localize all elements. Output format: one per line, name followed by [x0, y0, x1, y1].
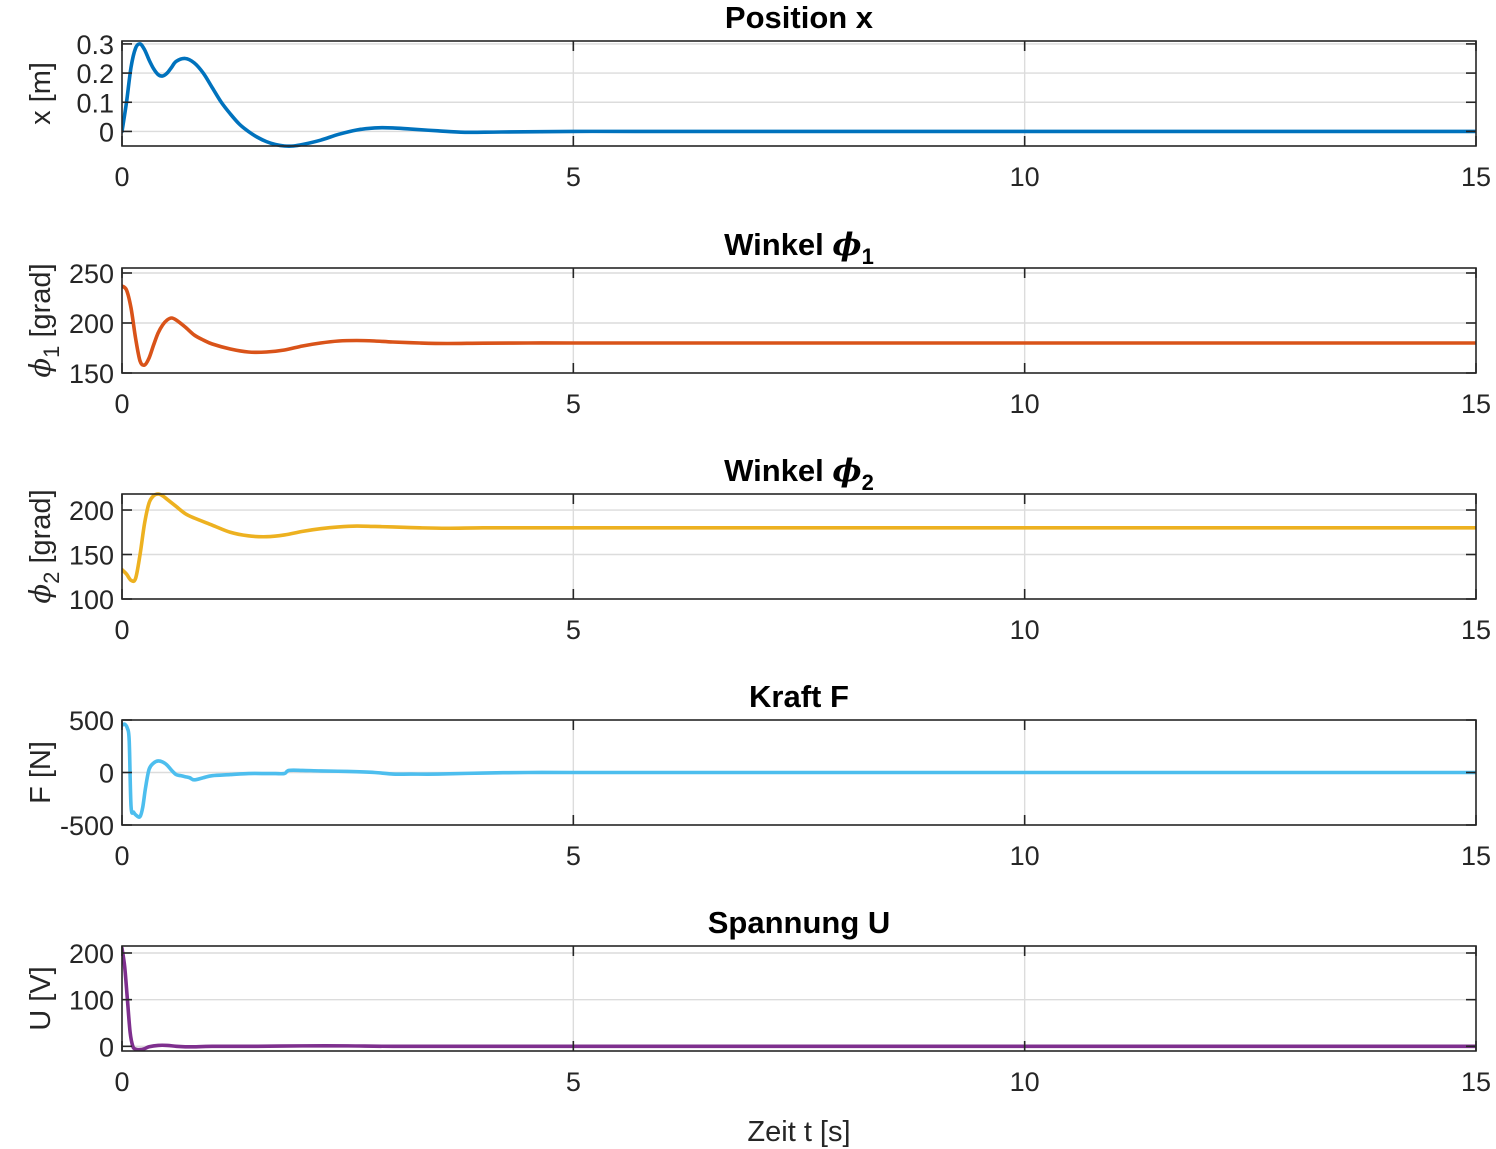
subplot-title: Kraft F — [749, 679, 849, 714]
x-tick-label: 5 — [566, 841, 581, 871]
y-tick-label: 0 — [99, 117, 114, 147]
x-tick-label: 0 — [114, 389, 129, 419]
y-axis-label: U [V] — [25, 966, 57, 1030]
axes-box — [121, 267, 1477, 374]
x-tick-label: 0 — [114, 615, 129, 645]
x-tick-label: 10 — [1010, 1067, 1040, 1097]
x-tick-label: 10 — [1010, 162, 1040, 192]
y-tick-label: 0 — [99, 759, 114, 789]
x-tick-label: 0 — [114, 1067, 129, 1097]
x-tick-label: 10 — [1010, 841, 1040, 871]
axes-box — [121, 945, 1477, 1052]
subplot-3: 0 5 10 15 100 150 200 Winkel ϕ2 ϕ2 [grad] — [23, 453, 1491, 645]
subplot-5: 0 5 10 15 0 100 200 Spannung U U [V] Zeit t [s] — [25, 905, 1491, 1148]
y-axis-label: F [N] — [25, 741, 57, 804]
x-tick-label: 10 — [1010, 615, 1040, 645]
y-tick-label: 0.2 — [76, 59, 114, 89]
y-tick-label: 200 — [69, 309, 114, 339]
y-tick-label: 200 — [69, 939, 114, 969]
y-tick-label: 0.1 — [76, 88, 114, 118]
x-tick-label: 5 — [566, 1067, 581, 1097]
y-tick-label: 100 — [69, 585, 114, 615]
x-tick-label: 15 — [1461, 389, 1491, 419]
x-tick-label: 5 — [566, 162, 581, 192]
y-tick-label: 250 — [69, 259, 114, 289]
x-tick-label: 15 — [1461, 1067, 1491, 1097]
y-tick-label: 0.3 — [76, 30, 114, 60]
series-line-3 — [122, 492, 1476, 584]
x-tick-label: 5 — [566, 615, 581, 645]
subplot-title: Spannung U — [708, 905, 891, 940]
subplot-title: Winkel ϕ1 — [724, 227, 874, 269]
x-axis-label: Zeit t [s] — [747, 1116, 850, 1148]
y-tick-label: 0 — [99, 1032, 114, 1062]
x-tick-label: 15 — [1461, 615, 1491, 645]
y-tick-label: 200 — [69, 496, 114, 526]
series-line-1 — [122, 42, 1476, 148]
y-tick-label: 500 — [69, 706, 114, 736]
y-axis-label: ϕ2 [grad] — [23, 489, 64, 603]
y-tick-label: 150 — [69, 359, 114, 389]
subplot-title: Position x — [725, 0, 874, 35]
y-axis-label: ϕ1 [grad] — [23, 263, 64, 377]
y-tick-label: 100 — [69, 986, 114, 1016]
y-tick-label: -500 — [60, 811, 114, 841]
axes-box — [121, 40, 1477, 147]
x-tick-label: 5 — [566, 389, 581, 419]
series-line-5 — [122, 946, 1476, 1052]
y-axis-label: x [m] — [25, 62, 57, 125]
series-line-2 — [122, 284, 1476, 368]
x-tick-label: 0 — [114, 841, 129, 871]
x-tick-label: 0 — [114, 162, 129, 192]
y-tick-label: 150 — [69, 541, 114, 571]
axes-box — [121, 493, 1477, 600]
x-tick-label: 15 — [1461, 841, 1491, 871]
x-tick-label: 15 — [1461, 162, 1491, 192]
subplot-title: Winkel ϕ2 — [724, 453, 874, 495]
subplot-2: 0 5 10 15 150 200 250 Winkel ϕ1 ϕ1 [grad] — [23, 227, 1491, 419]
x-tick-label: 10 — [1010, 389, 1040, 419]
series-line-4 — [122, 722, 1476, 819]
